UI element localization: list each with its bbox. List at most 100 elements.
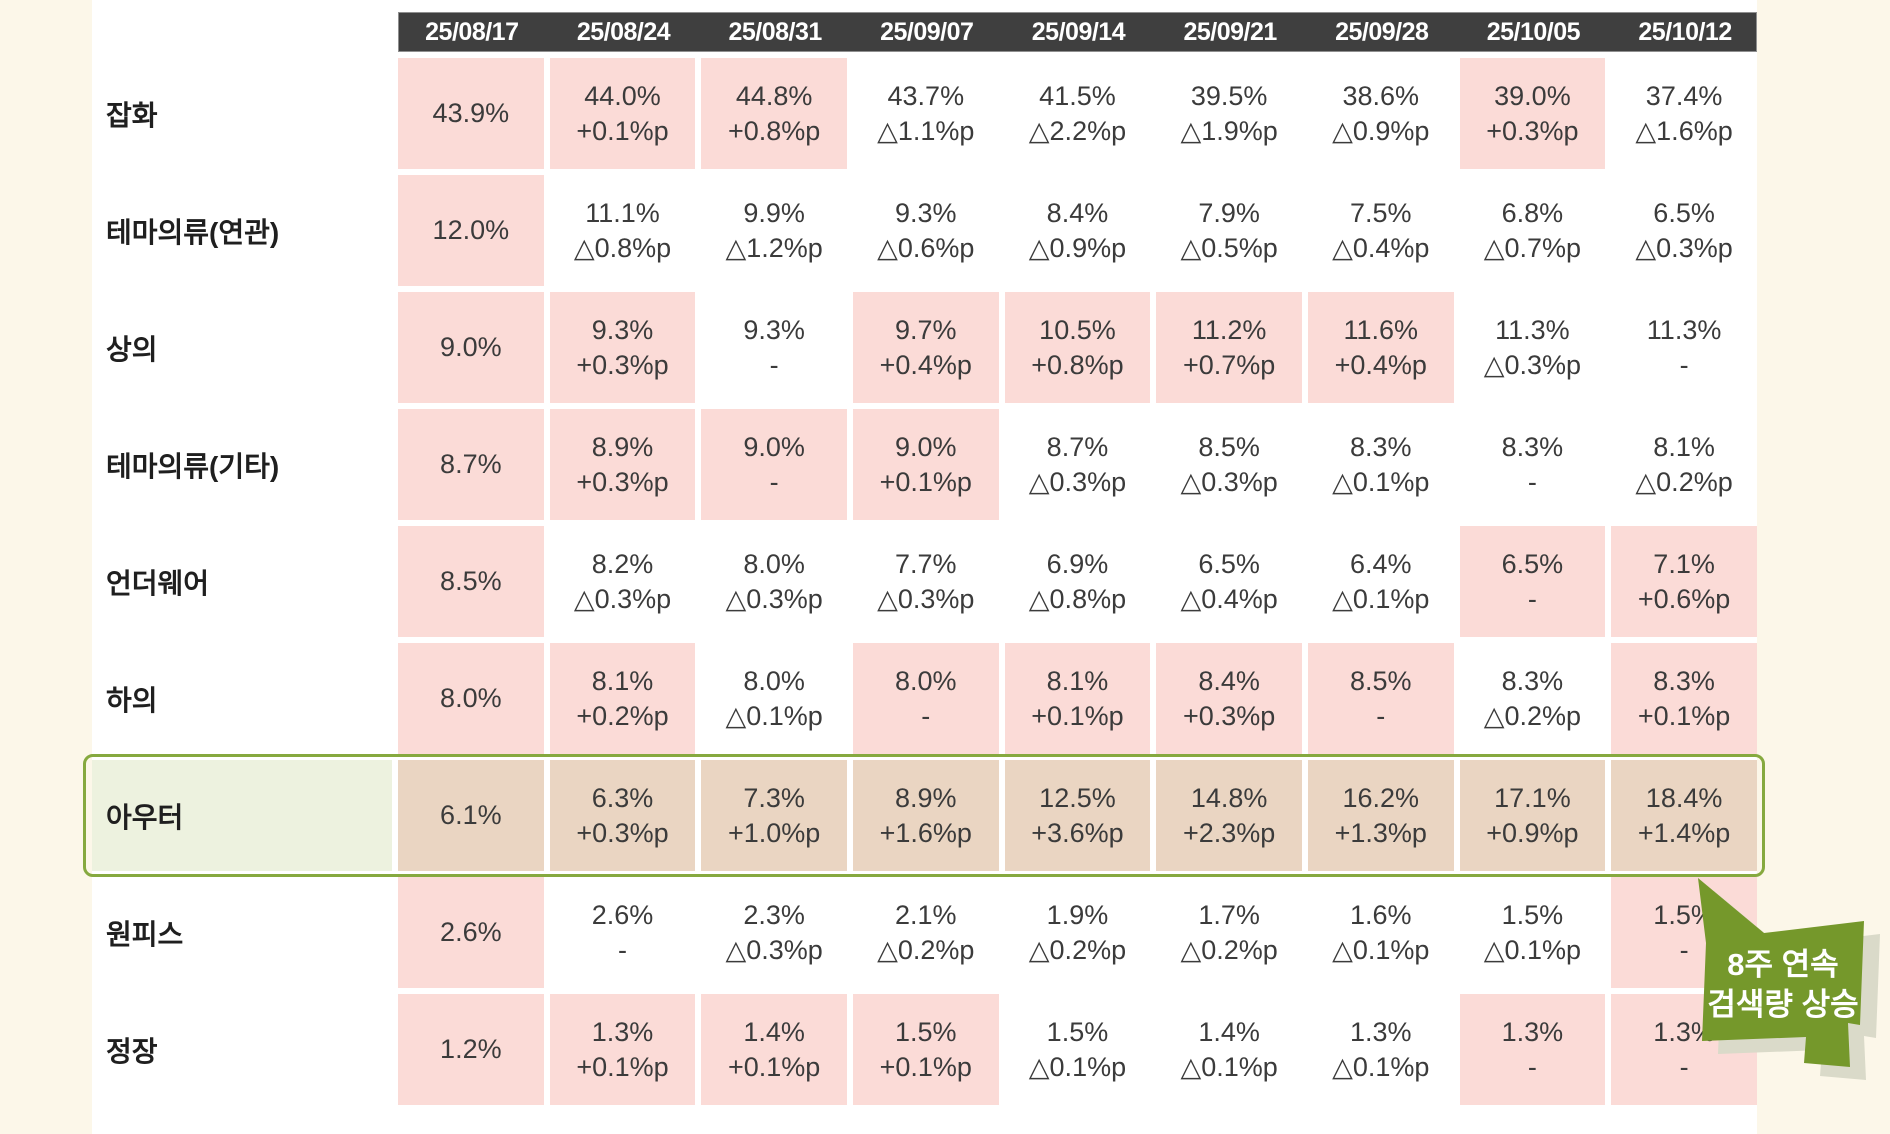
table-cell: 11.3% - (1611, 292, 1757, 403)
cell-change: +0.2%p (576, 700, 669, 731)
cell-change: +3.6%p (1031, 817, 1124, 848)
table-cell: 6.9% △0.8%p (1004, 526, 1151, 637)
cell-change: △0.1%p (1332, 934, 1430, 965)
cell-value: 6.8% (1501, 198, 1564, 229)
cell-value: 8.0% (743, 666, 805, 697)
cell-change: △0.2%p (1483, 700, 1582, 731)
cell-value: 44.8% (735, 81, 813, 112)
table-cell: 44.8% +0.8%p (701, 58, 847, 169)
cell-change: +0.6%p (1637, 583, 1731, 614)
cell-value: 1.4% (1198, 1017, 1260, 1048)
cell-value: 2.3% (743, 900, 805, 931)
cell-value: 6.4% (1349, 549, 1412, 580)
row-label: 상의 (106, 333, 158, 365)
table-cell: 8.0% △0.3%p (701, 526, 847, 637)
cell-value: 16.2% (1342, 783, 1420, 814)
cell-change: +1.0%p (727, 817, 821, 848)
cell-change: - (1527, 583, 1537, 614)
cell-value: 6.5% (1501, 549, 1564, 580)
cell-value: 1.5% (895, 1017, 957, 1048)
table-cell: 2.1% △0.2%p (852, 877, 999, 988)
cell-value: 7.5% (1349, 198, 1412, 229)
column-header: 25/08/24 (576, 17, 671, 46)
cell-value: 9.7% (895, 315, 957, 346)
cell-change: +0.1%p (1031, 700, 1124, 731)
cell-value: 7.1% (1653, 549, 1715, 580)
cell-change: +1.6%p (879, 817, 972, 848)
table-cell: 11.2% +0.7%p (1156, 292, 1302, 403)
row-label: 아우터 (92, 760, 392, 871)
cell-change: - (1527, 466, 1537, 497)
table-cell: 8.3% △0.2%p (1459, 643, 1606, 754)
cell-value: 9.0% (743, 432, 805, 463)
cell-change: +2.3%p (1182, 817, 1276, 848)
table-cell: 43.9% (398, 58, 544, 169)
cell-change: +0.3%p (1486, 115, 1579, 146)
cell-change: +0.3%p (1182, 700, 1276, 731)
table-cell: 43.7% △1.1%p (852, 58, 999, 169)
cell-value: 12.0% (432, 215, 510, 246)
cell-value: 8.9% (591, 432, 654, 463)
row-label: 테마의류(기타) (106, 450, 280, 482)
cell-value: 6.5% (1653, 198, 1715, 229)
cell-value: 11.3% (1495, 315, 1570, 346)
table-cell: 2.6% (398, 877, 544, 988)
callout-line2: 검색량 상승 (1707, 987, 1858, 1022)
column-header: 25/10/12 (1638, 17, 1732, 46)
row-label: 원피스 (106, 918, 184, 950)
cell-value: 1.3% (1501, 1017, 1564, 1048)
table-cell: 8.1% +0.2%p (549, 643, 696, 754)
cell-change: +0.9%p (1486, 817, 1579, 848)
cell-value: 1.9% (1046, 900, 1109, 931)
table-cell: 8.5% (398, 526, 544, 637)
cell-value: 8.5% (1198, 432, 1260, 463)
table-cell: 1.6% △0.1%p (1307, 877, 1454, 988)
cell-value: 1.4% (743, 1017, 805, 1048)
cell-change: △0.4%p (1332, 232, 1430, 263)
table-cell: 9.0% - (701, 409, 847, 520)
cell-value: 9.0% (895, 432, 957, 463)
cell-value: 1.5% (1501, 900, 1564, 931)
table-cell: 44.0% +0.1%p (549, 58, 696, 169)
table-cell: 8.0% - (852, 643, 999, 754)
cell-change: +0.1%p (879, 466, 972, 497)
cell-change: △0.8%p (1028, 583, 1127, 614)
table-cell: 9.0% +0.1%p (852, 409, 999, 520)
cell-value: 6.9% (1046, 549, 1109, 580)
cell-value: 9.9% (743, 198, 805, 229)
cell-change: +0.7%p (1182, 349, 1276, 380)
table-cell: 18.4% +1.4%p (1611, 760, 1757, 871)
cell-change: △0.2%p (1028, 934, 1127, 965)
table-cell: 2.3% △0.3%p (701, 877, 847, 988)
cell-value: 1.3% (591, 1017, 654, 1048)
cell-change: △0.3%p (877, 583, 975, 614)
cell-value: 9.3% (743, 315, 805, 346)
table-cell: 9.3% △0.6%p (852, 175, 999, 286)
cell-change: - (769, 466, 779, 497)
row-label: 테마의류(연관) (106, 216, 280, 248)
cell-value: 11.6% (1343, 315, 1419, 346)
cell-change: △0.1%p (1332, 583, 1430, 614)
table-cell: 1.7% △0.2%p (1156, 877, 1302, 988)
cell-change: +0.8%p (1031, 349, 1124, 380)
cell-change: △0.1%p (1332, 466, 1430, 497)
table-header-row: 25/08/17 25/08/24 25/08/31 25/09/07 25/09/14… (398, 12, 1757, 52)
table-cell: 11.1% △0.8%p (549, 175, 696, 286)
cell-value: 1.3% (1349, 1017, 1412, 1048)
table-cell: 8.1% △0.2%p (1611, 409, 1757, 520)
column-header: 25/10/05 (1486, 17, 1581, 46)
cell-value: 18.4% (1645, 783, 1723, 814)
table-cell: 8.5% - (1307, 643, 1454, 754)
cell-change: △0.8%p (573, 232, 672, 263)
cell-change: △0.2%p (1635, 466, 1733, 497)
table-cell: 8.7% (398, 409, 544, 520)
cell-value: 8.4% (1198, 666, 1260, 697)
cell-value: 11.2% (1191, 315, 1267, 346)
cell-value: 8.9% (895, 783, 957, 814)
cell-value: 12.5% (1039, 783, 1116, 814)
table-cell: 6.4% △0.1%p (1307, 526, 1454, 637)
table-cell: 8.3% - (1459, 409, 1606, 520)
cell-value: 8.2% (591, 549, 654, 580)
table-cell: 39.5% △1.9%p (1156, 58, 1302, 169)
table-cell: 1.3% △0.1%p (1307, 994, 1454, 1105)
